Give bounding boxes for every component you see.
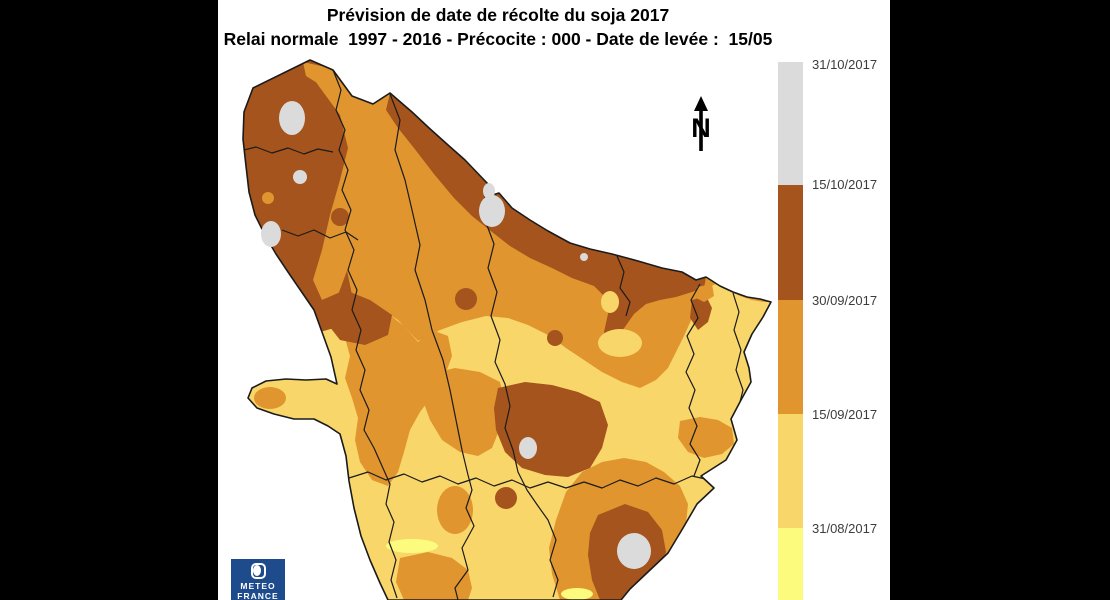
legend-label-4: 15/09/2017	[812, 407, 878, 422]
legend-segment-2	[778, 185, 803, 300]
legend-segment-3	[778, 300, 803, 414]
north-arrow-label: N	[691, 113, 711, 143]
figure-canvas: Prévision de date de récolte du soja 201…	[218, 0, 890, 600]
logo-text-line2: FRANCE	[237, 591, 279, 600]
legend-label-2: 15/10/2017	[812, 177, 878, 192]
north-arrow: N	[691, 96, 711, 151]
legend-segment-4	[778, 414, 803, 528]
legend-label-5: 31/08/2017	[812, 521, 878, 536]
forecast-map: N	[242, 59, 772, 600]
region-outline	[242, 59, 772, 600]
figure-subtitle: Relai normale 1997 - 2016 - Précocite : …	[223, 29, 773, 49]
figure-title: Prévision de date de récolte du soja 201…	[326, 5, 670, 25]
late-harvest-gray-blobs	[261, 101, 651, 569]
legend-segment-1	[778, 62, 803, 185]
department-boundaries	[243, 69, 744, 600]
legend-label-1: 31/10/2017	[812, 57, 878, 72]
legend-segment-5	[778, 528, 803, 600]
meteo-france-icon	[250, 563, 266, 579]
legend-label-3: 30/09/2017	[812, 293, 878, 308]
meteo-france-logo: METEO FRANCE	[231, 559, 285, 600]
logo-text-line1: METEO	[240, 581, 276, 591]
title-block: Prévision de date de récolte du soja 201…	[218, 3, 778, 51]
color-scale-legend: 31/10/2017 15/10/2017 30/09/2017 15/09/2…	[778, 0, 890, 600]
